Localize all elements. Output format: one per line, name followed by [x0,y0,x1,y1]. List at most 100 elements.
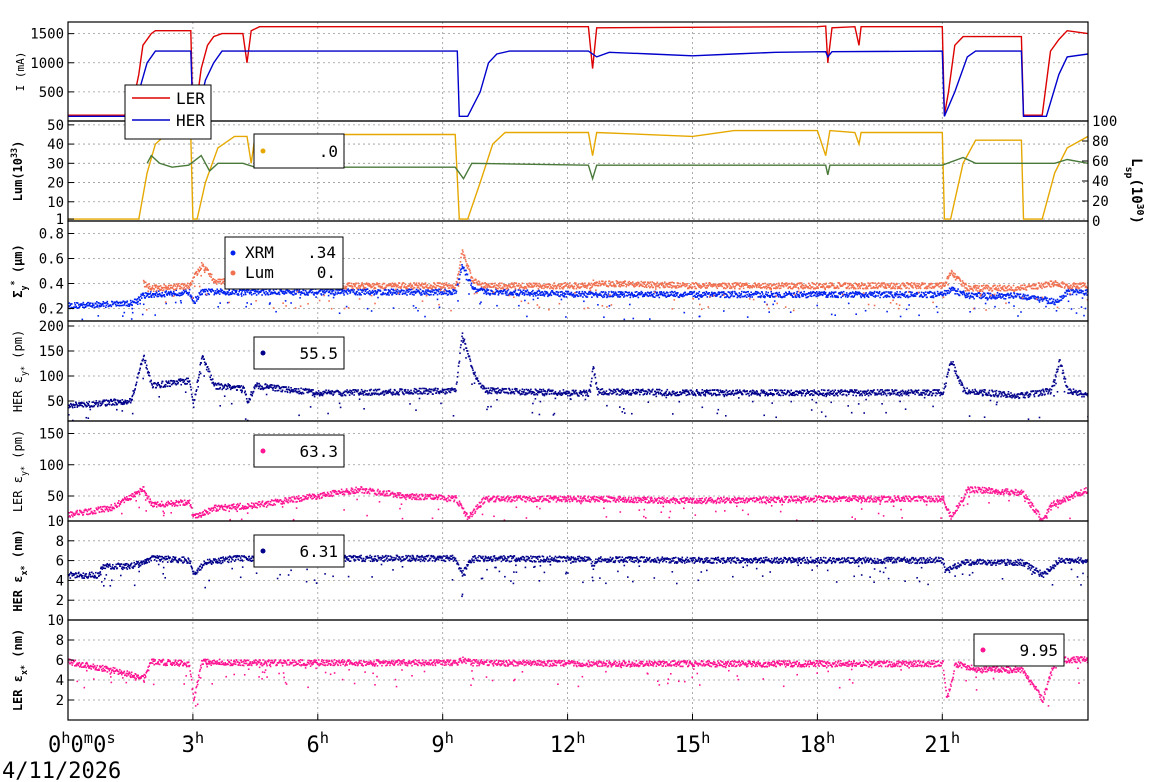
data-point [450,293,453,295]
data-point [854,287,857,290]
data-point [471,279,473,282]
data-point [850,296,852,298]
data-point [691,292,694,295]
data-point [651,281,654,283]
data-point [702,294,705,297]
data-point [144,281,147,284]
data-point [494,282,496,285]
data-point [743,295,746,298]
data-point [442,293,445,295]
data-point [939,293,941,295]
series-points-XRM [68,264,1088,328]
data-point [672,291,675,294]
data-point [290,302,292,304]
data-point [1082,290,1084,292]
data-point [809,287,812,290]
data-point [154,293,156,295]
data-point [724,282,726,285]
data-point [131,394,134,397]
data-point [126,300,129,302]
data-point [132,390,134,392]
data-point [513,282,516,284]
data-point [86,405,89,407]
data-point [735,284,738,286]
data-point [839,293,841,295]
data-point [219,405,221,407]
data-point [569,293,572,296]
data-point [124,401,126,404]
data-point [368,392,370,395]
data-point [508,294,511,297]
data-point [509,292,511,295]
data-point [1013,292,1016,295]
data-point [393,289,395,292]
data-point [706,296,709,298]
series-line-LER [68,25,1088,116]
data-point [228,289,230,292]
data-point [369,394,372,396]
data-point [760,295,762,297]
data-point [730,295,732,297]
data-point [821,294,824,297]
data-point [1021,284,1024,287]
data-point [433,291,436,294]
data-point [582,296,584,298]
data-point [797,295,799,298]
data-point [1047,281,1050,284]
data-point [423,287,425,290]
data-point [374,287,377,290]
data-point [314,292,316,294]
data-point [654,296,656,298]
data-point [180,301,182,304]
data-point [99,326,101,328]
data-point [119,399,122,402]
data-point [703,291,706,294]
data-point [292,294,295,296]
data-point [138,369,141,371]
data-point [83,306,86,309]
data-point [905,308,908,311]
data-point [601,280,603,282]
data-point [860,282,863,284]
data-point [200,262,203,264]
data-point [665,282,668,285]
data-point [949,291,951,293]
data-point [230,387,232,390]
data-point [950,289,952,292]
data-point [642,285,645,288]
data-point [996,288,998,291]
data-point [591,285,594,287]
data-point [411,284,413,286]
data-point [240,385,242,387]
data-point [352,291,355,293]
data-point [816,286,819,288]
data-point [757,296,759,298]
data-point [929,286,931,289]
data-point [337,291,339,293]
data-point [793,292,795,294]
data-point [1009,296,1011,299]
data-point [938,286,940,288]
data-point [160,385,162,388]
data-point [857,287,859,290]
data-point [940,282,943,284]
data-point [217,289,220,292]
data-point [965,287,968,289]
data-point [451,284,454,286]
data-point [250,303,252,305]
data-point [928,283,931,285]
data-point [549,283,552,286]
data-point [466,263,468,265]
data-point [1004,298,1007,300]
data-point [701,285,704,288]
data-point [172,380,175,382]
data-point [187,287,190,290]
data-point [982,284,985,287]
data-point [669,283,672,286]
data-point [311,389,313,391]
data-point [521,293,524,295]
data-point [344,394,347,397]
data-point [720,295,722,298]
data-point [998,293,1001,295]
data-point [216,388,218,390]
